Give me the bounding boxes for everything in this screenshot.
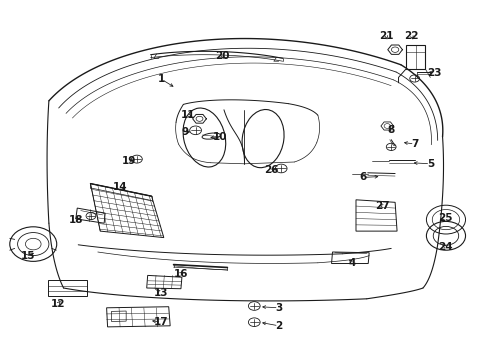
Text: 27: 27 (374, 201, 389, 211)
Text: 1: 1 (158, 74, 164, 84)
Text: 8: 8 (387, 125, 394, 135)
Text: 15: 15 (20, 251, 35, 261)
Text: 16: 16 (173, 269, 188, 279)
Text: 11: 11 (181, 110, 195, 120)
Text: 7: 7 (410, 139, 418, 149)
Text: 25: 25 (437, 213, 451, 223)
Text: 21: 21 (378, 31, 393, 41)
Text: 22: 22 (404, 31, 418, 41)
Text: 3: 3 (275, 303, 282, 313)
Text: 20: 20 (215, 51, 229, 61)
Text: 26: 26 (264, 165, 278, 175)
Text: 6: 6 (359, 172, 366, 183)
Text: 2: 2 (275, 321, 282, 331)
Text: 13: 13 (154, 288, 168, 298)
Text: 4: 4 (347, 258, 355, 268)
Text: 9: 9 (181, 127, 188, 138)
Text: 17: 17 (154, 317, 168, 327)
Text: 12: 12 (50, 299, 65, 309)
Text: 5: 5 (426, 159, 433, 169)
Text: 24: 24 (437, 242, 451, 252)
Text: 18: 18 (68, 215, 83, 225)
Text: 23: 23 (426, 68, 441, 78)
Text: 14: 14 (112, 182, 127, 192)
Text: 19: 19 (121, 156, 136, 166)
Text: 10: 10 (212, 132, 227, 142)
